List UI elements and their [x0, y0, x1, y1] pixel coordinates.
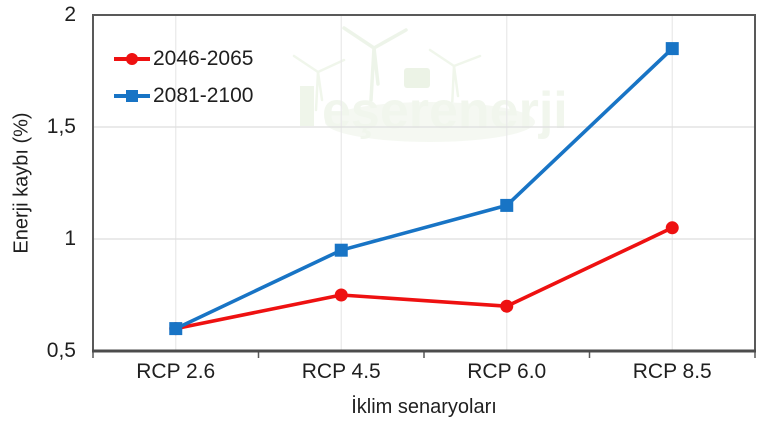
series-line	[173, 46, 675, 331]
wind-turbine-icon	[428, 48, 482, 110]
chart-legend: 2046-2065 2081-2100	[114, 46, 253, 120]
wind-turbine-icon	[342, 26, 408, 102]
x-axis-category-label: RCP 6.0	[467, 360, 547, 383]
legend-label: 2046-2065	[153, 47, 254, 70]
wind-turbine-icon	[292, 54, 346, 112]
y-axis-tick-label: 1,5	[46, 115, 76, 138]
watermark-letter-block	[300, 86, 314, 126]
watermark-logo	[404, 68, 430, 88]
watermark-hill	[325, 102, 535, 142]
legend-label: 2081-2100	[153, 84, 254, 107]
watermark-text: eşerenerji	[322, 82, 568, 140]
data-point-square	[500, 198, 514, 212]
y-axis-tick-label: 2	[64, 3, 76, 26]
watermark: eşerenerji	[292, 26, 568, 142]
square-marker-swatch-icon	[114, 86, 150, 106]
legend-item: 2081-2100	[114, 83, 253, 109]
y-axis-tick-label: 0,5	[46, 339, 76, 362]
x-axis-category-label: RCP 4.5	[301, 360, 381, 383]
data-point-square	[334, 243, 348, 257]
x-axis-category-label: RCP 2.6	[136, 360, 216, 383]
data-point-circle	[334, 288, 348, 302]
series-line	[173, 226, 675, 331]
data-point-circle	[500, 299, 514, 313]
x-axis-category-label: RCP 8.5	[632, 360, 712, 383]
legend-item: 2046-2065	[114, 46, 253, 72]
circle-marker-swatch-icon	[114, 49, 150, 69]
data-point-square	[665, 42, 679, 56]
x-axis-title: İklim senaryoları	[351, 396, 497, 418]
y-axis-tick-label: 1	[64, 227, 76, 250]
data-point-square	[169, 322, 183, 336]
data-point-circle	[665, 221, 679, 235]
